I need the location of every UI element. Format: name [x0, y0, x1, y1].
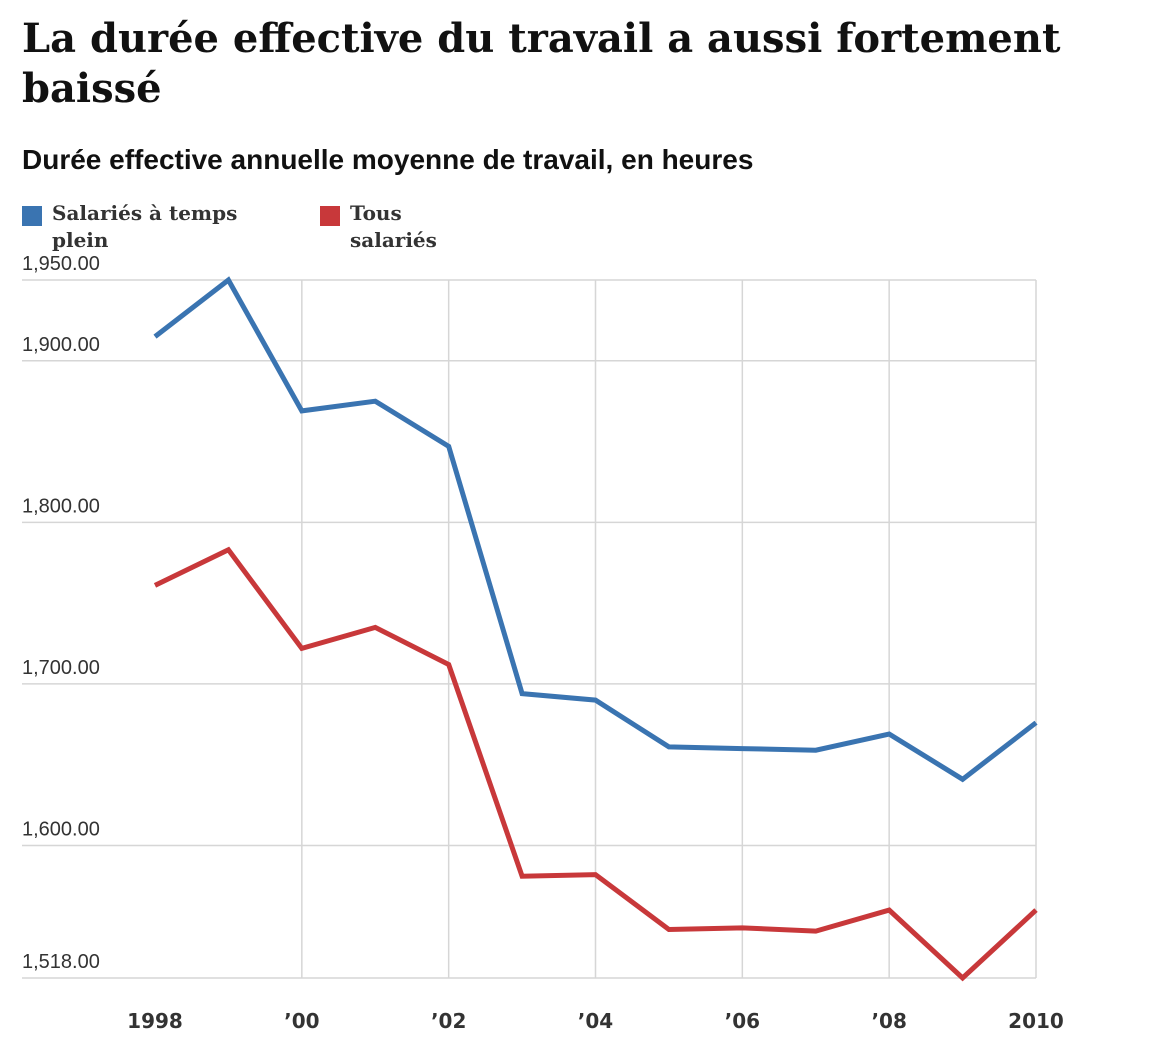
x-tick-label: ’04: [578, 1009, 613, 1033]
x-tick-label: 1998: [127, 1009, 183, 1033]
legend-label-all-employees: Tous salariés: [350, 201, 437, 252]
x-tick-label: 2010: [1008, 1009, 1064, 1033]
y-tick-label: 1,800.00: [22, 495, 100, 517]
series-line-all-employees: [153, 546, 1038, 982]
legend-label-full-time: Salariés à temps plein: [52, 201, 238, 252]
legend-swatch-all-employees: [320, 206, 340, 226]
legend: Salariés à temps plein Tous salariés: [22, 200, 722, 256]
series-line-full-time: [153, 276, 1038, 783]
chart-title: La durée effective du travail a aussi fo…: [22, 15, 1061, 112]
y-tick-label: 1,700.00: [22, 657, 100, 679]
y-tick-label: 1,600.00: [22, 819, 100, 841]
x-tick-label: ’02: [431, 1009, 466, 1033]
legend-swatch-full-time: [22, 206, 42, 226]
x-tick-label: ’00: [284, 1009, 319, 1033]
x-tick-label: ’08: [871, 1009, 906, 1033]
y-tick-label: 1,950.00: [22, 253, 100, 275]
x-tick-label: ’06: [725, 1009, 760, 1033]
y-tick-label: 1,518.00: [22, 951, 100, 973]
chart-subtitle: Durée effective annuelle moyenne de trav…: [22, 144, 754, 175]
y-tick-label: 1,900.00: [22, 334, 100, 356]
